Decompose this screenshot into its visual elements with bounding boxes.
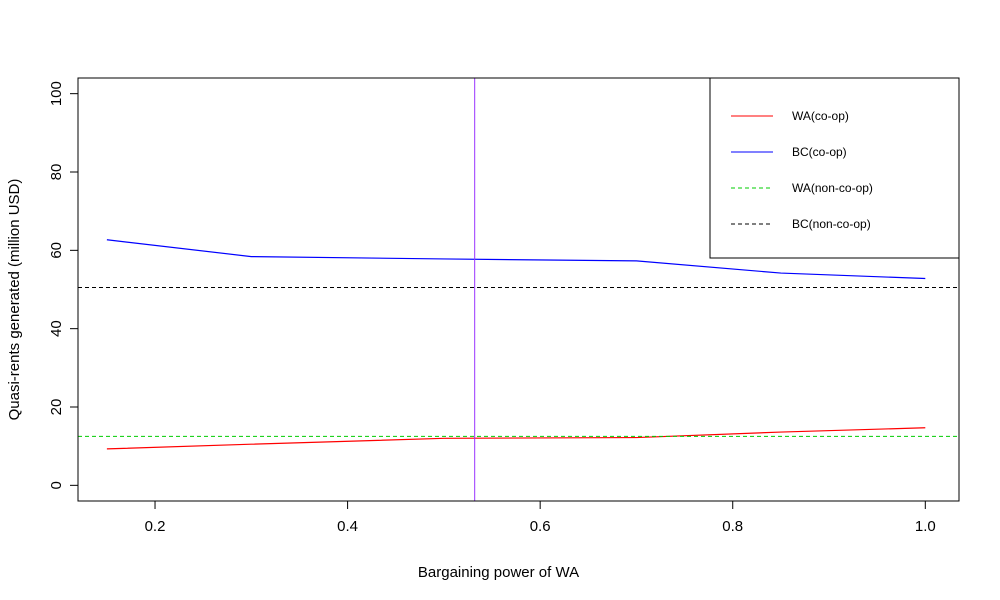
y-tick-label: 0: [48, 481, 65, 489]
series-line-bc-co-op: [106, 239, 926, 280]
x-tick-label: 1.0: [915, 518, 936, 535]
x-tick-label: 0.6: [530, 518, 551, 535]
x-axis: 0.2 0.4 0.6 0.8 1.0: [145, 501, 936, 535]
y-tick-label: 80: [48, 164, 65, 181]
y-tick-label: 60: [48, 242, 65, 259]
y-tick-label: 20: [48, 399, 65, 416]
series-line-wa-co-op: [106, 427, 926, 450]
x-tick-label: 0.4: [337, 518, 358, 535]
legend-label: BC(non-co-op): [792, 217, 871, 231]
plot-frame: [77, 77, 960, 502]
x-axis-title: Bargaining power of WA: [418, 564, 579, 581]
legend-label: BC(co-op): [792, 145, 847, 159]
y-axis-title: Quasi-rents generated (million USD): [6, 179, 23, 421]
legend-label: WA(non-co-op): [792, 181, 873, 195]
legend: WA(co-op) BC(co-op) WA(non-co-op) BC(non-co…: [709, 77, 960, 259]
y-tick-label: 100: [48, 81, 65, 106]
x-tick-label: 0.2: [145, 518, 166, 535]
legend-box: [709, 77, 960, 259]
legend-label: WA(co-op): [792, 109, 849, 123]
y-tick-label: 40: [48, 320, 65, 337]
x-tick-label: 0.8: [722, 518, 743, 535]
y-axis: 0 20 40 60 80 100: [48, 81, 78, 490]
